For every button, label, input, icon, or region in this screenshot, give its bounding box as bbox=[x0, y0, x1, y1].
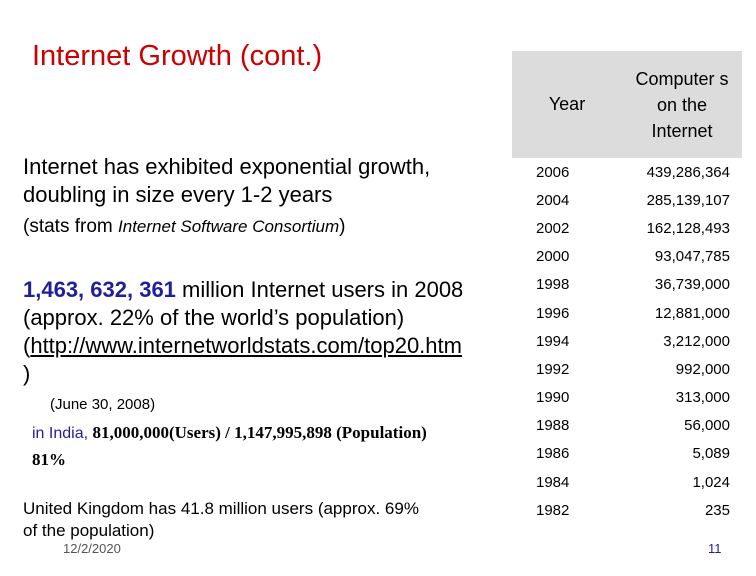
growth-statement: Internet has exhibited exponential growt… bbox=[23, 153, 430, 209]
growth-line-1: Internet has exhibited exponential growt… bbox=[23, 154, 431, 179]
stats-open: (stats from bbox=[23, 216, 119, 237]
count-cell: 992,000 bbox=[675, 360, 730, 378]
table-row: 1990 313,000 bbox=[512, 384, 742, 412]
stats-link[interactable]: http://www.internetworldstats.com/top20.… bbox=[30, 333, 462, 358]
stats-close: ) bbox=[339, 216, 346, 237]
year-cell: 1992 bbox=[536, 360, 570, 378]
uk-statement: United Kingdom has 41.8 million users (a… bbox=[23, 498, 419, 542]
year-cell: 1982 bbox=[536, 501, 570, 519]
year-cell: 1988 bbox=[536, 417, 570, 435]
year-cell: 1990 bbox=[536, 389, 570, 407]
uk-line-1: United Kingdom has 41.8 million users (a… bbox=[23, 499, 419, 518]
table-body: 2006 439,286,364 2004 285,139,107 2002 162,… bbox=[512, 158, 742, 524]
table-header: Year Computer s on the Internet bbox=[512, 51, 742, 158]
count-cell: 235 bbox=[704, 501, 730, 519]
table-row: 1988 56,000 bbox=[512, 412, 742, 440]
footer-date: 12/2/2020 bbox=[63, 541, 121, 556]
users-line-3: (http://www.internetworldstats.com/top20… bbox=[23, 332, 463, 360]
table-row: 1994 3,212,000 bbox=[512, 327, 742, 355]
header-year: Year bbox=[548, 94, 586, 114]
count-cell: 439,286,364 bbox=[646, 163, 730, 181]
table-row: 2000 93,047,785 bbox=[512, 243, 742, 271]
count-cell: 93,047,785 bbox=[654, 248, 730, 266]
count-cell: 36,739,000 bbox=[654, 276, 730, 294]
table-row: 1996 12,881,000 bbox=[512, 299, 742, 327]
count-cell: 3,212,000 bbox=[663, 332, 730, 350]
india-label: in India, bbox=[32, 425, 93, 442]
table-row: 2006 439,286,364 bbox=[512, 158, 742, 186]
year-cell: 1994 bbox=[536, 332, 570, 350]
slide-title: Internet Growth (cont.) bbox=[32, 40, 323, 72]
count-cell: 1,024 bbox=[692, 473, 730, 491]
table-row: 2002 162,128,493 bbox=[512, 214, 742, 242]
year-cell: 1998 bbox=[536, 276, 570, 294]
users-statement: 1,463, 632, 361 million Internet users i… bbox=[23, 276, 463, 388]
table-row: 1986 5,089 bbox=[512, 440, 742, 468]
count-cell: 285,139,107 bbox=[646, 191, 730, 209]
users-line-2: (approx. 22% of the world’s population) bbox=[23, 305, 405, 330]
users-line-1: 1,463, 632, 361 million Internet users i… bbox=[23, 276, 463, 304]
internet-hosts-table: Year Computer s on the Internet 2006 439,… bbox=[512, 51, 742, 525]
stats-source: Internet Software Consortium bbox=[118, 217, 340, 236]
count-cell: 56,000 bbox=[684, 417, 730, 435]
users-number: 1,463, 632, 361 bbox=[23, 277, 176, 302]
year-cell: 1996 bbox=[536, 304, 570, 322]
year-cell: 1984 bbox=[536, 473, 570, 491]
table-row: 1992 992,000 bbox=[512, 355, 742, 383]
count-cell: 5,089 bbox=[692, 445, 730, 463]
india-statement: in India, 81,000,000(Users) / 1,147,995,… bbox=[32, 420, 427, 473]
india-line-1: in India, 81,000,000(Users) / 1,147,995,… bbox=[32, 420, 427, 447]
india-percent: 81% bbox=[32, 450, 66, 469]
header-computers-text: Computer s on the Internet bbox=[635, 68, 729, 141]
stats-source-line: (stats from Internet Software Consortium… bbox=[23, 216, 345, 238]
count-cell: 12,881,000 bbox=[654, 304, 730, 322]
paren-open: ( bbox=[23, 333, 31, 358]
users-text: million Internet users in 2008 bbox=[175, 277, 464, 302]
table-row: 1982 235 bbox=[512, 496, 742, 524]
growth-line-2: doubling in size every 1-2 years bbox=[23, 182, 333, 207]
table-row: 1998 36,739,000 bbox=[512, 271, 742, 299]
year-cell: 1986 bbox=[536, 445, 570, 463]
date-note: (June 30, 2008) bbox=[50, 396, 156, 413]
uk-line-2: of the population) bbox=[23, 521, 155, 540]
year-cell: 2006 bbox=[536, 163, 570, 181]
table-row: 2004 285,139,107 bbox=[512, 186, 742, 214]
year-cell: 2000 bbox=[536, 248, 570, 266]
page-number: 11 bbox=[708, 541, 722, 556]
year-cell: 2004 bbox=[536, 191, 570, 209]
year-cell: 2002 bbox=[536, 219, 570, 237]
users-line-4: ) bbox=[23, 361, 31, 386]
table-row: 1984 1,024 bbox=[512, 468, 742, 496]
india-stats: 81,000,000(Users) / 1,147,995,898 (Popul… bbox=[92, 423, 427, 442]
count-cell: 313,000 bbox=[675, 389, 730, 407]
count-cell: 162,128,493 bbox=[646, 219, 730, 237]
header-computers: Computer s on the Internet bbox=[622, 51, 742, 158]
